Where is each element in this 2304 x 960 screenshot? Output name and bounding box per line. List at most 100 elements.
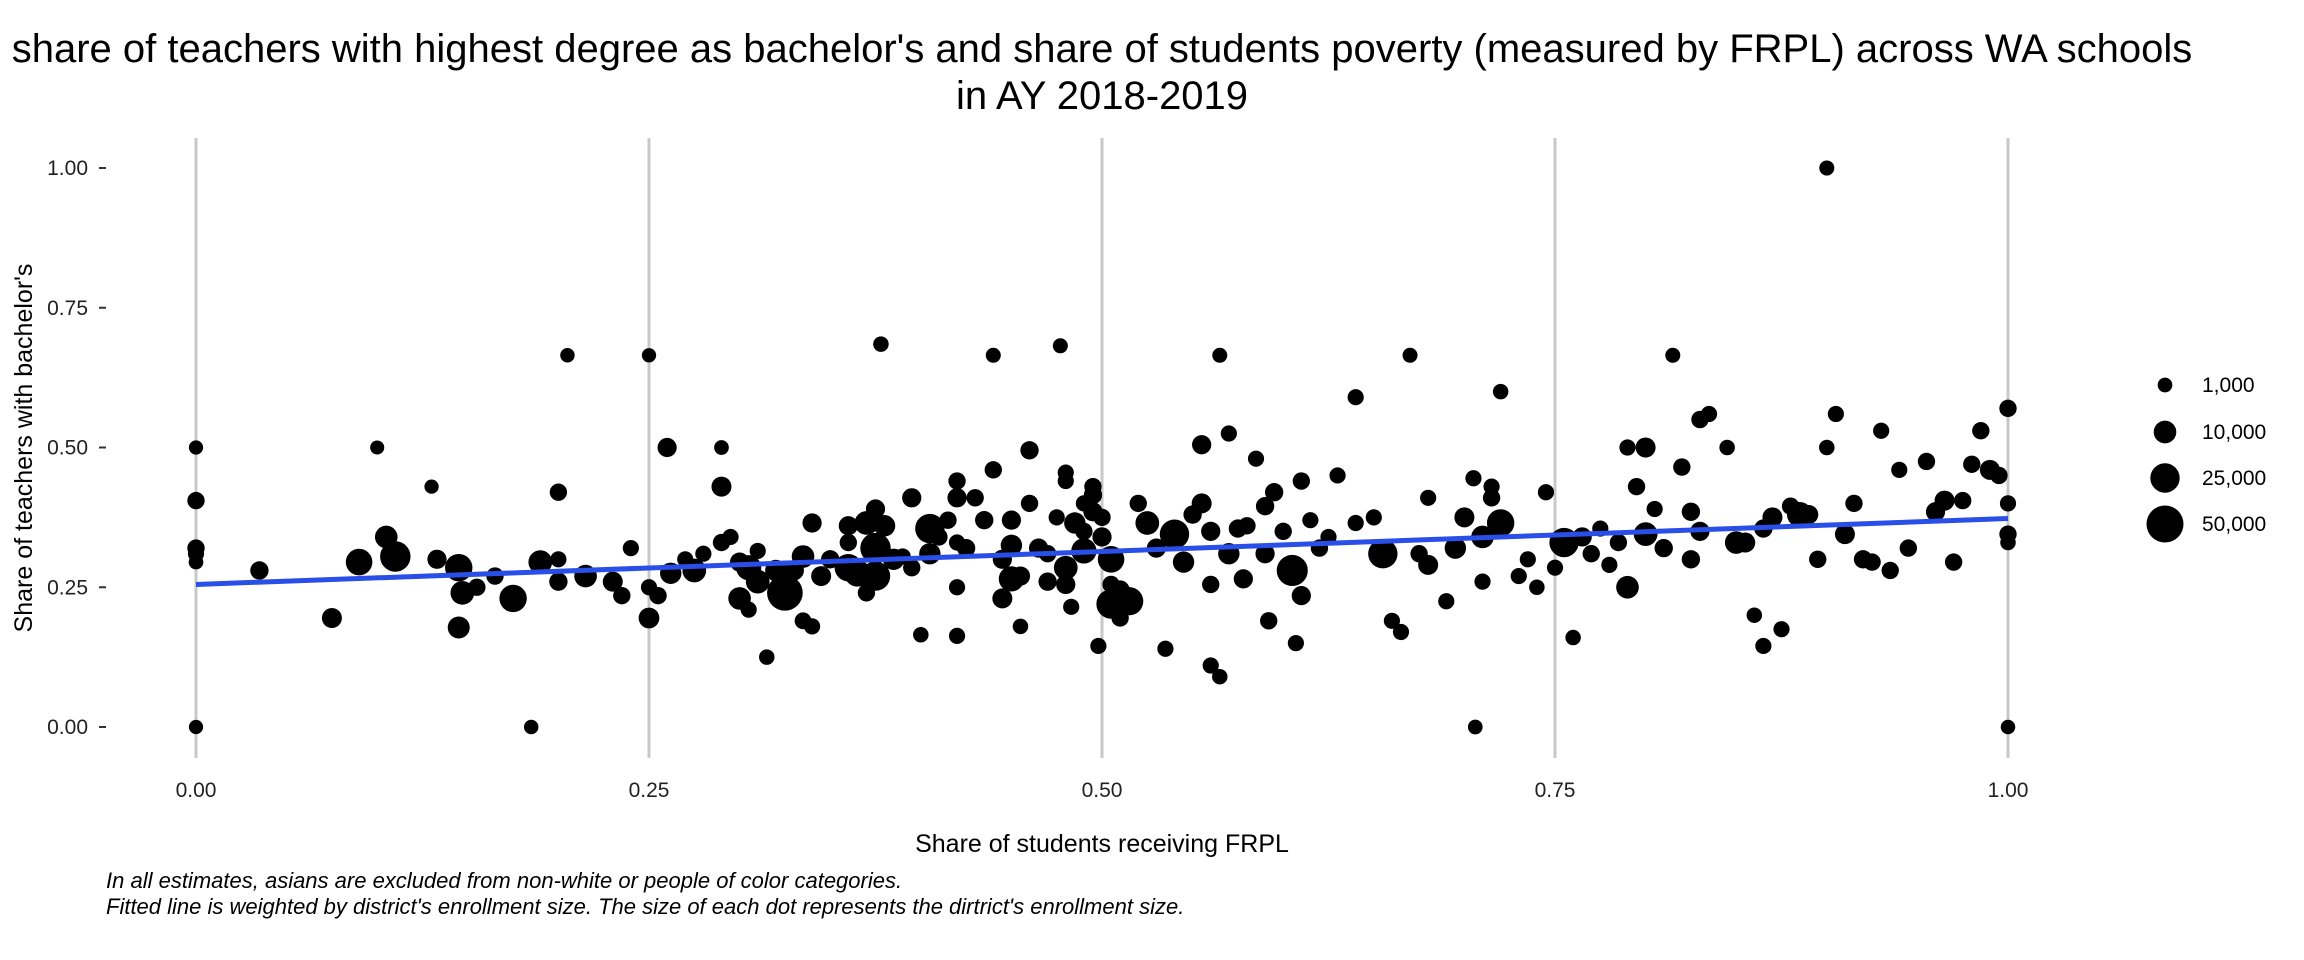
data-point	[1454, 507, 1475, 528]
data-point	[1482, 489, 1501, 507]
data-point	[1891, 461, 1908, 478]
data-point	[1000, 534, 1023, 557]
x-tick-label: 1.00	[1988, 779, 2029, 802]
data-point	[1881, 561, 1899, 580]
data-point	[860, 561, 891, 591]
data-point	[321, 607, 342, 628]
data-point	[1834, 524, 1855, 545]
data-point	[1135, 511, 1160, 535]
data-point	[1999, 399, 2017, 418]
y-tick-label: 0.75	[47, 297, 88, 320]
data-point	[1999, 495, 2017, 512]
data-point	[1899, 539, 1918, 557]
data-point	[1191, 493, 1212, 514]
y-tick-label: 0.50	[47, 437, 88, 460]
data-point	[1264, 483, 1284, 502]
data-point	[803, 618, 821, 635]
data-point	[1546, 559, 1564, 576]
data-point	[1529, 579, 1545, 596]
data-point	[638, 607, 660, 629]
data-point	[1773, 621, 1790, 638]
data-point	[682, 558, 707, 583]
data-point	[749, 542, 766, 560]
data-point	[1260, 612, 1278, 630]
data-point	[1012, 618, 1029, 635]
data-point	[1392, 623, 1410, 641]
data-point	[975, 510, 994, 530]
data-point	[1572, 527, 1592, 547]
data-point	[1292, 472, 1311, 490]
x-tick-label: 0.00	[176, 779, 217, 802]
data-point	[1056, 574, 1076, 595]
data-point	[447, 616, 470, 639]
data-point	[1845, 494, 1863, 513]
data-point	[1090, 637, 1107, 655]
data-point	[1287, 635, 1304, 652]
data-point	[1990, 466, 2008, 485]
x-tick-label: 0.75	[1535, 779, 1576, 802]
data-point	[1873, 422, 1890, 439]
caption-line2: Fitted line is weighted by district's en…	[106, 894, 1185, 919]
data-point	[2000, 719, 2016, 735]
data-point	[649, 586, 667, 605]
data-point	[1383, 612, 1401, 629]
data-point	[767, 575, 803, 611]
data-point	[345, 548, 373, 576]
data-point	[1510, 567, 1527, 585]
legend-label: 50,000	[2202, 513, 2266, 536]
data-point	[1565, 629, 1581, 646]
data-point	[1418, 554, 1439, 575]
x-axis-label: Share of students receiving FRPL	[915, 830, 1289, 858]
data-point	[947, 488, 967, 508]
data-point	[956, 538, 976, 558]
data-point	[1274, 522, 1292, 541]
data-point	[1365, 509, 1382, 526]
data-point	[1809, 550, 1827, 568]
data-point	[424, 479, 439, 494]
legend-dot	[2153, 420, 2177, 444]
legend-dot	[2157, 377, 2173, 393]
legend-label: 25,000	[2202, 467, 2266, 490]
size-legend: 1,000 10,000 25,000 50,000	[2146, 374, 2266, 543]
data-point	[1001, 510, 1022, 530]
data-point	[1052, 338, 1068, 354]
data-point	[1762, 507, 1783, 528]
data-point	[1944, 553, 1963, 571]
data-point	[939, 511, 957, 529]
data-point	[1486, 509, 1515, 537]
data-point	[1635, 437, 1656, 458]
data-point	[1038, 572, 1057, 591]
data-point	[1819, 160, 1835, 176]
data-point	[1582, 545, 1600, 563]
data-point	[187, 491, 205, 510]
fitted-line	[195, 515, 2009, 587]
data-point	[1646, 500, 1663, 518]
data-point	[1746, 607, 1763, 623]
y-tick-label: 0.00	[47, 716, 88, 739]
data-point	[695, 545, 712, 562]
legend-dot	[2150, 463, 2180, 493]
data-point	[948, 472, 966, 490]
data-point	[380, 541, 411, 572]
data-point	[370, 440, 385, 455]
data-point	[1537, 484, 1555, 501]
data-point	[549, 483, 568, 501]
data-point	[602, 571, 623, 592]
data-point	[1255, 497, 1275, 516]
data-point	[1402, 347, 1418, 363]
data-point	[714, 440, 729, 455]
data-point	[1201, 521, 1221, 541]
data-point	[1954, 491, 1972, 510]
x-gridlines	[194, 138, 2010, 758]
data-point	[1255, 544, 1275, 564]
data-point	[860, 532, 891, 564]
data-point	[188, 719, 204, 735]
data-point	[1420, 489, 1437, 506]
data-point	[1247, 450, 1265, 467]
data-point	[550, 551, 567, 568]
data-point	[1075, 522, 1093, 541]
data-point	[1673, 458, 1691, 476]
data-point	[1083, 485, 1103, 505]
data-point	[499, 584, 527, 613]
data-point	[1063, 598, 1080, 615]
